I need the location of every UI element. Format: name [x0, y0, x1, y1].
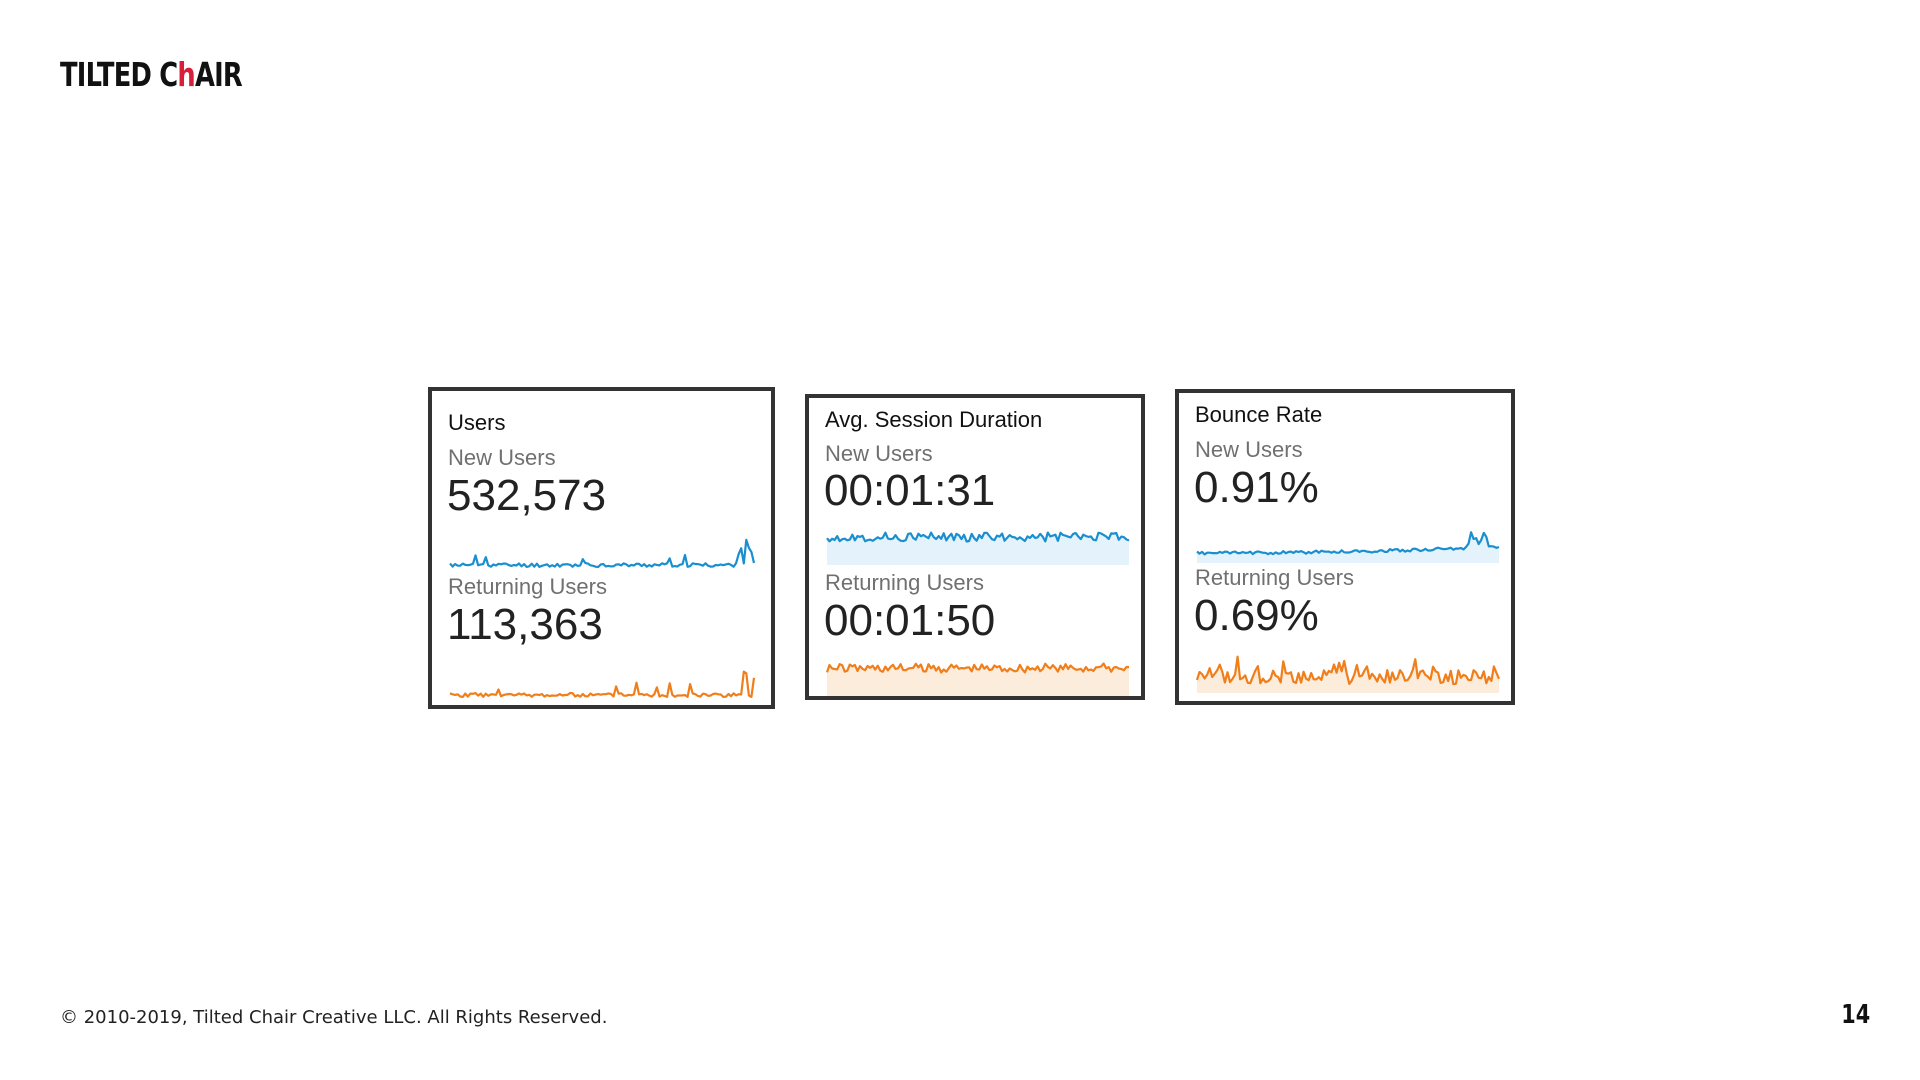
sparkline-line — [1195, 655, 1501, 686]
page-number: 14 — [1841, 1000, 1870, 1030]
sparkline-area — [827, 663, 1129, 696]
new-users-value: 00:01:31 — [824, 466, 996, 515]
sparkline-line — [825, 662, 1129, 674]
card-title: Bounce Rate — [1195, 402, 1323, 427]
avg-session-duration-card: Avg. Session Duration New Users 00:01:31… — [805, 394, 1145, 700]
logo-prefix: TILTED C — [60, 55, 178, 94]
returning-users-label: Returning Users — [448, 574, 607, 599]
returning-users-value: 00:01:50 — [824, 596, 996, 645]
card-title: Users — [448, 410, 506, 435]
sparkline-area — [827, 532, 1129, 565]
logo-accent-letter: h — [177, 55, 195, 94]
bounce-rate-card: Bounce Rate New Users 0.91% Returning Us… — [1175, 389, 1515, 705]
sparkline-line — [449, 538, 756, 569]
sparkline-area — [1197, 532, 1499, 563]
returning-users-sparkline — [449, 670, 756, 699]
new-users-label: New Users — [448, 445, 556, 470]
returning-users-label: Returning Users — [1195, 565, 1354, 590]
new-users-sparkline — [449, 538, 756, 569]
users-card: Users New Users 532,573 Returning Users … — [428, 387, 775, 709]
sparkline-line — [826, 531, 1130, 543]
sparkline-line — [449, 670, 756, 699]
sparkline-area — [1197, 656, 1499, 693]
logo-suffix: AIR — [194, 55, 243, 94]
returning-users-sparkline — [1195, 655, 1501, 693]
copyright-text: © 2010-2019, Tilted Chair Creative LLC. … — [60, 1007, 608, 1028]
new-users-value: 0.91% — [1194, 463, 1319, 512]
new-users-sparkline — [1196, 531, 1500, 563]
sparkline-line — [1196, 531, 1500, 556]
returning-users-value: 113,363 — [447, 600, 603, 649]
returning-users-value: 0.69% — [1194, 591, 1319, 640]
new-users-label: New Users — [1195, 437, 1303, 462]
new-users-label: New Users — [825, 441, 933, 466]
logo: TILTED ChAIR — [60, 55, 243, 94]
returning-users-sparkline — [825, 662, 1129, 696]
new-users-sparkline — [826, 531, 1130, 565]
new-users-value: 532,573 — [447, 471, 607, 520]
returning-users-label: Returning Users — [825, 570, 984, 595]
card-title: Avg. Session Duration — [825, 407, 1043, 432]
